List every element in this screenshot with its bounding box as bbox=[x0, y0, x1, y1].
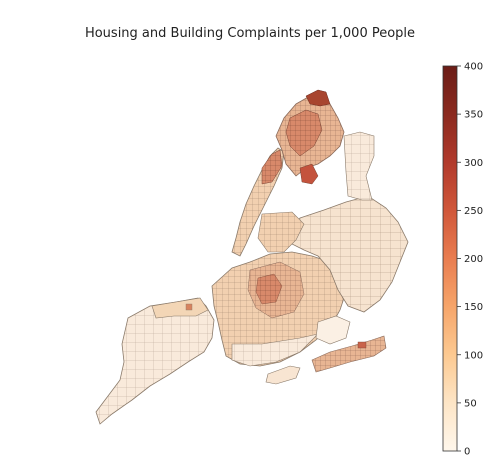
colorbar-tick-label: 400 bbox=[464, 62, 483, 73]
region-bronx-hotspot bbox=[299, 163, 319, 185]
colorbar-gradient bbox=[442, 65, 458, 452]
colorbar: 400 350 300 250 200 150 100 50 0 bbox=[442, 62, 483, 458]
region-breezy-point bbox=[265, 365, 301, 385]
region-brooklyn-south bbox=[231, 333, 319, 367]
region-queens-west bbox=[257, 211, 305, 253]
region-brooklyn-hot bbox=[255, 273, 283, 305]
region-staten-island bbox=[95, 297, 215, 425]
colorbar-tick-label: 100 bbox=[464, 350, 483, 361]
colorbar-tick-label: 150 bbox=[464, 302, 483, 313]
region-rockaways bbox=[311, 335, 387, 373]
region-jfk bbox=[315, 315, 351, 345]
colorbar-tick-label: 300 bbox=[464, 158, 483, 169]
colorbar-tick-label: 0 bbox=[464, 447, 470, 458]
region-bronx-top bbox=[305, 89, 331, 107]
tract-si-hot bbox=[185, 303, 193, 311]
tract-rockaway-hot bbox=[357, 341, 367, 349]
region-bronx-hot bbox=[285, 109, 323, 157]
region-queens-east bbox=[343, 131, 375, 201]
colorbar-tick-label: 350 bbox=[464, 110, 483, 121]
colorbar-tick-label: 200 bbox=[464, 254, 483, 265]
colorbar-tick-label: 250 bbox=[464, 206, 483, 217]
region-manhattan-north bbox=[261, 149, 283, 185]
map-title: Housing and Building Complaints per 1,00… bbox=[84, 26, 416, 41]
region-staten-island-north bbox=[151, 297, 209, 319]
colorbar-tick-label: 50 bbox=[464, 398, 477, 409]
